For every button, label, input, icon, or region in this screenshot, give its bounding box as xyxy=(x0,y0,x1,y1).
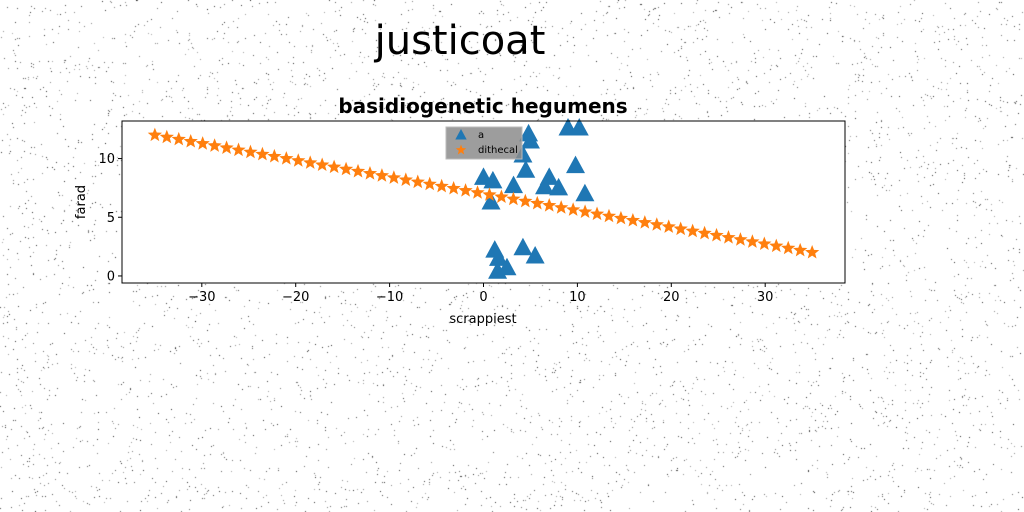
point-a xyxy=(525,246,545,264)
legend-marker-dithecal xyxy=(455,144,467,155)
point-dithecal xyxy=(267,148,282,163)
point-dithecal xyxy=(781,240,796,255)
point-dithecal xyxy=(171,131,186,146)
point-dithecal xyxy=(386,170,401,184)
point-a xyxy=(481,192,501,210)
point-dithecal xyxy=(494,189,509,204)
point-dithecal xyxy=(147,127,162,142)
point-dithecal xyxy=(446,180,461,195)
point-dithecal xyxy=(303,155,318,169)
point-dithecal xyxy=(183,133,198,148)
point-a xyxy=(549,177,569,196)
point-dithecal xyxy=(410,174,425,189)
point-dithecal xyxy=(745,234,760,248)
point-dithecal xyxy=(315,157,330,172)
point-a xyxy=(489,248,509,266)
point-dithecal xyxy=(697,225,712,240)
point-a xyxy=(535,176,555,195)
point-dithecal xyxy=(530,195,545,210)
point-dithecal xyxy=(637,215,652,229)
point-dithecal xyxy=(542,198,557,212)
legend-label-dithecal: dithecal xyxy=(478,145,518,156)
point-a xyxy=(483,170,503,189)
point-dithecal xyxy=(422,176,437,191)
point-dithecal xyxy=(577,204,593,218)
point-dithecal xyxy=(207,138,222,152)
point-dithecal xyxy=(159,129,174,144)
figure-title: justicoat xyxy=(374,18,546,64)
point-dithecal xyxy=(721,230,736,244)
point-dithecal xyxy=(338,161,354,176)
point-dithecal xyxy=(255,146,270,161)
x-axis-label: scrappiest xyxy=(449,312,516,327)
y-tick-label: 5 xyxy=(107,211,115,226)
point-dithecal xyxy=(625,212,641,227)
x-tick-label: −30 xyxy=(188,290,215,305)
point-dithecal xyxy=(279,151,294,165)
point-dithecal xyxy=(601,208,617,223)
x-tick-label: −10 xyxy=(376,290,403,305)
x-tick-label: 20 xyxy=(663,290,680,305)
point-dithecal xyxy=(326,159,342,174)
point-dithecal xyxy=(374,168,390,182)
point-dithecal xyxy=(554,200,569,214)
legend-label-a: a xyxy=(478,130,484,141)
point-a xyxy=(520,130,540,149)
point-dithecal xyxy=(661,219,676,233)
x-tick-label: 10 xyxy=(569,290,586,305)
chart-title: basidiogenetic hegumens xyxy=(338,94,627,118)
point-dithecal xyxy=(470,185,485,199)
point-dithecal xyxy=(685,223,700,238)
point-dithecal xyxy=(195,136,210,150)
point-a xyxy=(504,175,524,194)
point-dithecal xyxy=(458,183,473,197)
x-tick-label: −20 xyxy=(282,290,309,305)
point-dithecal xyxy=(733,232,748,246)
x-tick-label: 30 xyxy=(757,290,774,305)
point-dithecal xyxy=(506,191,521,206)
point-dithecal xyxy=(518,193,533,208)
point-dithecal xyxy=(362,166,378,180)
point-dithecal xyxy=(350,163,366,178)
point-dithecal xyxy=(231,142,246,157)
point-a xyxy=(488,261,508,279)
point-a xyxy=(566,155,586,174)
y-tick-label: 0 xyxy=(107,269,115,284)
y-axis-label: farad xyxy=(74,185,89,219)
point-dithecal xyxy=(613,210,629,225)
point-dithecal xyxy=(434,178,449,193)
point-dithecal xyxy=(398,172,413,186)
point-dithecal xyxy=(482,187,497,201)
point-a xyxy=(516,160,536,178)
point-dithecal xyxy=(219,140,234,154)
point-dithecal xyxy=(709,227,724,242)
legend: a dithecal xyxy=(445,126,523,160)
x-tick-label: 0 xyxy=(479,290,487,305)
point-dithecal xyxy=(805,244,820,259)
point-dithecal xyxy=(769,238,784,253)
point-a xyxy=(569,118,589,136)
point-dithecal xyxy=(793,242,808,257)
point-dithecal xyxy=(291,153,306,167)
point-a xyxy=(575,183,595,202)
point-dithecal xyxy=(243,144,258,159)
legend-marker-a xyxy=(455,129,467,140)
point-dithecal xyxy=(673,221,688,236)
point-dithecal xyxy=(566,202,581,216)
point-dithecal xyxy=(589,206,605,221)
point-dithecal xyxy=(649,217,664,231)
y-tick-label: 10 xyxy=(98,152,115,167)
point-dithecal xyxy=(757,236,772,251)
point-a xyxy=(513,237,533,256)
